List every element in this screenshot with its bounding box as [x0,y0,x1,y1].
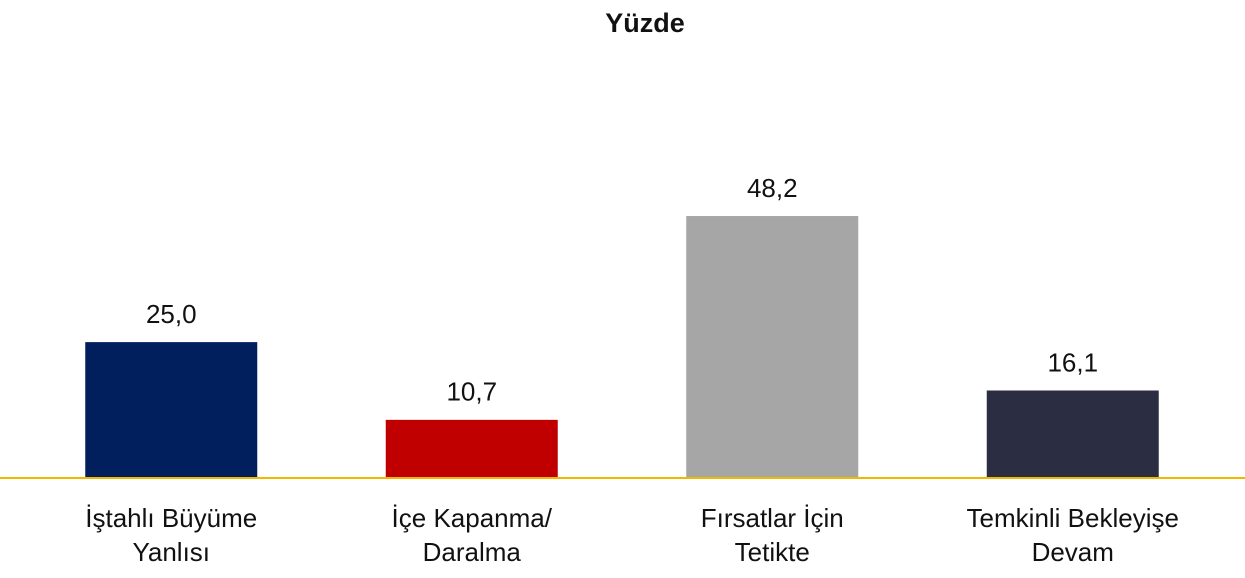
x-tick-label: İştahlı Büyüme [85,503,257,533]
bar [85,342,258,478]
value-label: 25,0 [146,299,197,329]
value-label: 48,2 [747,173,798,203]
x-tick-label: Devam [1032,537,1114,567]
x-tick-label: İçe Kapanma/ [392,503,553,533]
bar [385,419,558,478]
value-label: 16,1 [1047,347,1098,377]
value-label: 10,7 [446,377,497,407]
bar [986,390,1159,478]
x-tick-label: Tetikte [735,537,810,567]
bar [686,216,859,478]
x-tick-label: Temkinli Bekleyişe [967,503,1179,533]
x-tick-label: Fırsatlar İçin [701,503,844,533]
x-tick-label: Daralma [423,537,522,567]
x-tick-label: Yanlısı [132,537,210,567]
chart-title: Yüzde [605,8,685,38]
